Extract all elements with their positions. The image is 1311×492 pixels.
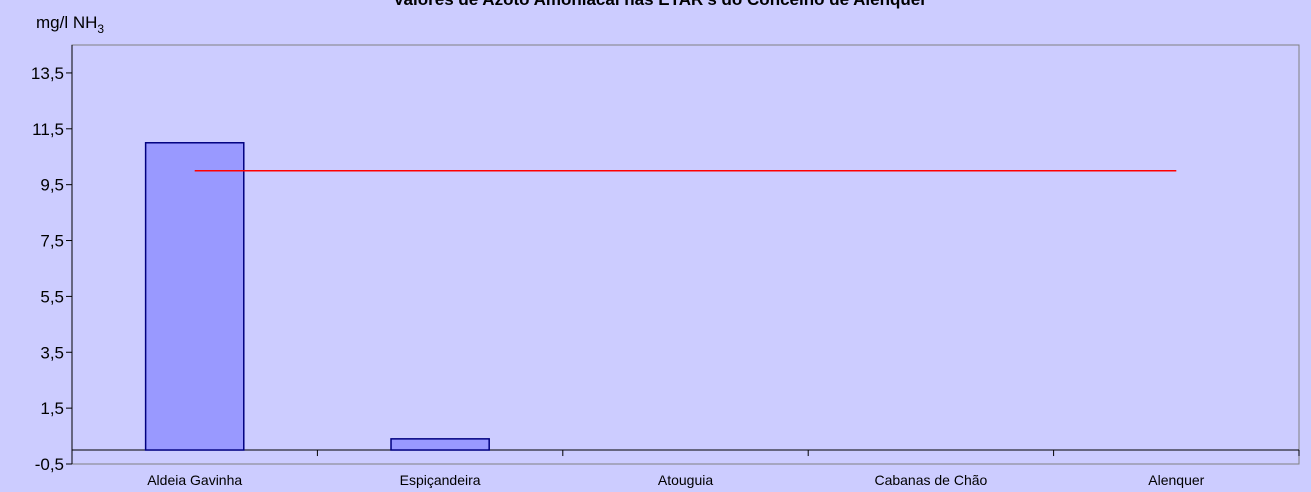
y-tick-label: 3,5 bbox=[40, 343, 64, 362]
x-category-label: Atouguia bbox=[658, 472, 713, 488]
bar bbox=[390, 438, 490, 451]
x-category-label: Alenquer bbox=[1148, 472, 1204, 488]
chart-title: Valores de Azoto Amoniacal nas ETAR's do… bbox=[393, 0, 927, 9]
y-tick-label: 13,5 bbox=[31, 64, 64, 83]
x-category-label: Espiçandeira bbox=[400, 472, 481, 488]
plot-area: -0,5 1,5 3,5 5,5 7,5 9,5 11,5 13,5 Aldeia Gavinh… bbox=[31, 44, 1300, 488]
y-tick-label: -0,5 bbox=[35, 455, 64, 474]
y-tick-label: 1,5 bbox=[40, 399, 64, 418]
bar bbox=[144, 142, 245, 451]
x-category-label: Cabanas de Chão bbox=[874, 472, 987, 488]
y-axis-unit-text: mg/l NH bbox=[36, 13, 97, 32]
y-tick-label: 7,5 bbox=[40, 232, 64, 251]
y-axis-unit-subscript: 3 bbox=[97, 22, 104, 36]
y-tick-label: 5,5 bbox=[40, 287, 64, 306]
y-axis-unit-label: mg/l NH3 bbox=[36, 13, 104, 36]
y-tick-label: 9,5 bbox=[40, 176, 64, 195]
plot-border bbox=[71, 44, 1300, 465]
y-tick-label: 11,5 bbox=[32, 120, 64, 139]
x-category-label: Aldeia Gavinha bbox=[147, 472, 242, 488]
